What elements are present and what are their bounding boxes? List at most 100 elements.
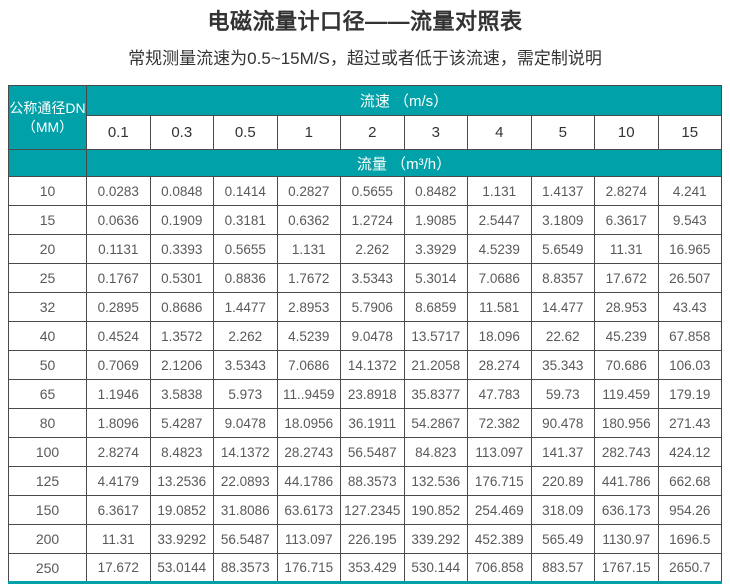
flow-value-cell: 11.581 bbox=[467, 292, 532, 322]
flow-value-cell: 11.31 bbox=[86, 524, 151, 554]
page-subtitle: 常规测量流速为0.5~15M/S，超过或者低于该流速，需定制说明 bbox=[128, 49, 602, 68]
flow-value-cell: 45.239 bbox=[594, 321, 659, 351]
flow-value-cell: 18.0956 bbox=[276, 408, 341, 438]
dn-value-cell: 25 bbox=[8, 263, 87, 293]
flow-value-cell: 47.783 bbox=[467, 379, 532, 409]
flow-value-cell: 4.241 bbox=[657, 176, 722, 206]
flow-value-cell: 13.2536 bbox=[149, 466, 214, 496]
flow-comparison-table: 公称通径DN （MM） 流速 （m/s） 0.1 0.3 0.5 1 2 3 4 5 10 15 … bbox=[8, 85, 722, 584]
dn-value-cell: 50 bbox=[8, 350, 87, 380]
velocity-value-cell: 0.3 bbox=[149, 115, 214, 150]
flow-value-cell: 2.1206 bbox=[149, 350, 214, 380]
flow-value-cell: 1767.15 bbox=[594, 553, 659, 583]
flow-value-cell: 28.2743 bbox=[276, 437, 341, 467]
flow-value-cell: 28.274 bbox=[467, 350, 532, 380]
flow-value-cell: 0.3181 bbox=[213, 205, 278, 235]
flow-value-cell: 127.2345 bbox=[340, 495, 405, 525]
flow-value-cell: 282.743 bbox=[594, 437, 659, 467]
flow-value-cell: 0.1414 bbox=[213, 176, 278, 206]
flow-value-cell: 883.57 bbox=[530, 553, 595, 583]
flow-group-header: 流量 （m³/h） bbox=[86, 149, 722, 177]
dn-value-cell: 15 bbox=[8, 205, 87, 235]
flow-value-cell: 226.195 bbox=[340, 524, 405, 554]
flow-value-cell: 59.73 bbox=[530, 379, 595, 409]
dn-value-cell: 10 bbox=[8, 176, 87, 206]
flow-value-cell: 9.0478 bbox=[340, 321, 405, 351]
flow-value-cell: 67.858 bbox=[657, 321, 722, 351]
flow-value-cell: 119.459 bbox=[594, 379, 659, 409]
flow-value-cell: 13.5717 bbox=[403, 321, 468, 351]
flow-value-cell: 56.5487 bbox=[213, 524, 278, 554]
table-row: 10 0.0283 0.0848 0.1414 0.2827 0.5655 0.8482 1.… bbox=[8, 176, 722, 206]
flow-value-cell: 141.37 bbox=[530, 437, 595, 467]
table-row: 250 17.672 53.0144 88.3573 176.715 353.429 530… bbox=[8, 553, 722, 583]
flow-value-cell: 0.3393 bbox=[149, 234, 214, 264]
flow-value-cell: 2.8953 bbox=[276, 292, 341, 322]
table-row: 65 1.1946 3.5838 5.973 11..9459 23.8918 35.837… bbox=[8, 379, 722, 409]
corner-header-dn: 公称通径DN （MM） bbox=[8, 85, 87, 150]
corner-empty-cell bbox=[8, 149, 87, 177]
flow-value-cell: 2650.7 bbox=[657, 553, 722, 583]
velocity-value-cell: 4 bbox=[467, 115, 532, 150]
flow-value-cell: 43.43 bbox=[657, 292, 722, 322]
flow-value-cell: 339.292 bbox=[403, 524, 468, 554]
flow-value-cell: 1.131 bbox=[467, 176, 532, 206]
flow-value-cell: 26.507 bbox=[657, 263, 722, 293]
page-title: 电磁流量计口径——流量对照表 bbox=[207, 9, 523, 34]
flow-value-cell: 954.26 bbox=[657, 495, 722, 525]
flow-value-cell: 9.543 bbox=[657, 205, 722, 235]
flow-value-cell: 9.0478 bbox=[213, 408, 278, 438]
table-row: 40 0.4524 1.3572 2.262 4.5239 9.0478 13.5717 18… bbox=[8, 321, 722, 351]
flow-value-cell: 17.672 bbox=[594, 263, 659, 293]
flow-value-cell: 53.0144 bbox=[149, 553, 214, 583]
flow-value-cell: 63.6173 bbox=[276, 495, 341, 525]
flow-value-cell: 5.4287 bbox=[149, 408, 214, 438]
flow-value-cell: 0.8482 bbox=[403, 176, 468, 206]
flow-value-cell: 4.4179 bbox=[86, 466, 151, 496]
flow-value-cell: 180.956 bbox=[594, 408, 659, 438]
flow-value-cell: 3.5838 bbox=[149, 379, 214, 409]
flow-value-cell: 11..9459 bbox=[276, 379, 341, 409]
flow-value-cell: 1.3572 bbox=[149, 321, 214, 351]
flow-value-cell: 0.0283 bbox=[86, 176, 151, 206]
flow-value-cell: 1.4137 bbox=[530, 176, 595, 206]
flow-value-cell: 1.2724 bbox=[340, 205, 405, 235]
table-row: 100 2.8274 8.4823 14.1372 28.2743 56.5487 84.8… bbox=[8, 437, 722, 467]
flow-value-cell: 254.469 bbox=[467, 495, 532, 525]
flow-value-cell: 176.715 bbox=[467, 466, 532, 496]
flow-value-cell: 8.8357 bbox=[530, 263, 595, 293]
flow-value-cell: 2.262 bbox=[213, 321, 278, 351]
flow-value-cell: 21.2058 bbox=[403, 350, 468, 380]
flow-value-cell: 23.8918 bbox=[340, 379, 405, 409]
flow-value-cell: 16.965 bbox=[657, 234, 722, 264]
flow-value-cell: 636.173 bbox=[594, 495, 659, 525]
table-row: 32 0.2895 0.8686 1.4477 2.8953 5.7906 8.6859 11… bbox=[8, 292, 722, 322]
flow-value-cell: 0.5655 bbox=[340, 176, 405, 206]
flow-value-cell: 6.3617 bbox=[594, 205, 659, 235]
flow-value-cell: 176.715 bbox=[276, 553, 341, 583]
flow-value-cell: 84.823 bbox=[403, 437, 468, 467]
flow-value-cell: 2.8274 bbox=[594, 176, 659, 206]
flow-value-cell: 113.097 bbox=[467, 437, 532, 467]
flow-value-cell: 70.686 bbox=[594, 350, 659, 380]
dn-value-cell: 32 bbox=[8, 292, 87, 322]
table-row: 80 1.8096 5.4287 9.0478 18.0956 36.1911 54.286… bbox=[8, 408, 722, 438]
corner-header-line2: （MM） bbox=[21, 118, 74, 135]
flow-value-cell: 3.5343 bbox=[340, 263, 405, 293]
flow-value-cell: 44.1786 bbox=[276, 466, 341, 496]
dn-value-cell: 250 bbox=[8, 553, 87, 583]
flow-value-cell: 33.9292 bbox=[149, 524, 214, 554]
flow-value-cell: 662.68 bbox=[657, 466, 722, 496]
flow-value-cell: 36.1911 bbox=[340, 408, 405, 438]
corner-header-line1: 公称通径DN bbox=[9, 99, 86, 116]
flow-value-cell: 35.8377 bbox=[403, 379, 468, 409]
dn-value-cell: 65 bbox=[8, 379, 87, 409]
flow-value-cell: 11.31 bbox=[594, 234, 659, 264]
flow-value-cell: 5.973 bbox=[213, 379, 278, 409]
velocity-value-cell: 10 bbox=[594, 115, 659, 150]
flow-value-cell: 19.0852 bbox=[149, 495, 214, 525]
flow-value-cell: 8.4823 bbox=[149, 437, 214, 467]
velocity-value-cell: 5 bbox=[530, 115, 595, 150]
flow-value-cell: 0.5301 bbox=[149, 263, 214, 293]
flow-value-cell: 190.852 bbox=[403, 495, 468, 525]
